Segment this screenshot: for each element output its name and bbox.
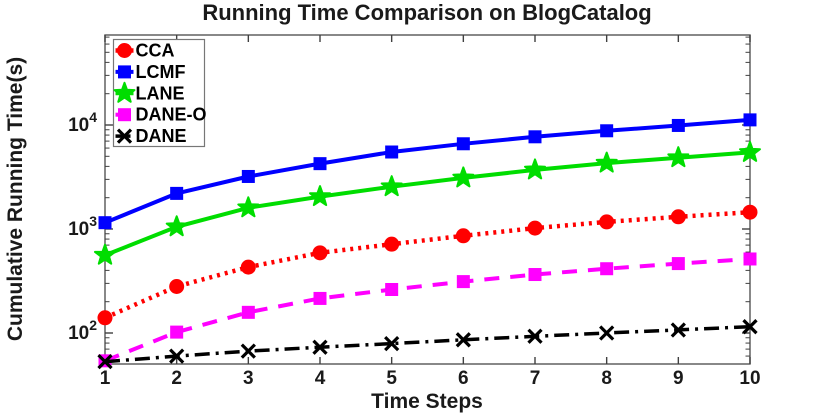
marker-dane [670,322,686,338]
y-tick-label: 104 [68,109,97,136]
series-cca [97,204,758,326]
legend-marker-dane [116,128,133,144]
legend-marker-dane-o [118,108,131,122]
y-tick-label: 103 [68,213,97,240]
marker-dane-o [313,291,327,305]
legend-entry-lane: LANE [113,81,185,103]
marker-lcmf [170,186,184,200]
marker-lcmf [241,169,255,183]
marker-dane [742,319,758,335]
marker-cca [599,214,615,230]
x-axis-label: Time Steps [371,390,483,413]
x-tick-label: 8 [601,368,612,389]
series-line-dane [104,324,751,364]
marker-dane [384,336,400,352]
marker-cca [240,259,256,275]
series-line-lane [104,150,751,258]
marker-lane [380,175,403,197]
marker-lane [524,158,546,180]
marker-lcmf [98,216,112,230]
x-tick-label: 1 [100,368,111,389]
marker-dane [455,332,471,348]
marker-lane [309,185,331,207]
x-tick-label: 9 [673,368,684,389]
marker-lane [595,151,618,173]
marker-dane [240,343,256,359]
marker-lcmf [528,130,542,144]
plot-area [104,34,751,365]
marker-lcmf [671,118,685,132]
marker-cca [169,278,185,294]
marker-dane-o [456,275,470,289]
marker-lcmf [600,124,614,138]
series-line-dane-o [104,257,751,363]
legend-marker-lane [113,81,136,103]
marker-dane-o [170,325,184,339]
series-dane [97,319,758,370]
marker-dane-o [385,282,399,296]
marker-dane [312,339,328,355]
x-tick-label: 5 [386,368,397,389]
legend-label-dane-o: DANE-O [136,105,207,125]
marker-dane-o [671,257,685,271]
marker-lane [452,166,475,188]
marker-dane-o [528,268,542,282]
marker-dane [599,325,615,341]
legend-marker-lcmf [118,65,131,79]
marker-cca [742,204,758,220]
x-tick-label: 10 [739,368,760,389]
marker-dane [527,328,543,344]
marker-lcmf [743,113,757,127]
marker-dane [169,348,185,364]
marker-cca [97,310,113,326]
x-tick-label: 6 [458,368,469,389]
marker-dane [97,354,113,370]
legend-label-lane: LANE [136,83,185,103]
series-line-lcmf [104,117,751,225]
marker-lcmf [456,137,470,151]
marker-cca [455,228,471,244]
marker-dane-o [743,252,757,266]
marker-lcmf [313,157,327,171]
legend-label-dane: DANE [136,126,187,146]
marker-dane-o [600,262,614,276]
legend-entry-dane: DANE [115,126,187,146]
marker-lane [739,140,761,162]
legend-entry-dane-o: DANE-O [115,105,207,125]
marker-lane [667,146,690,168]
legend-label-cca: CCA [136,41,175,61]
x-tick-label: 3 [243,368,254,389]
marker-cca [384,236,400,252]
legend-marker-cca [117,43,132,58]
chart-title: Running Time Comparison on BlogCatalog [202,0,651,25]
marker-cca [312,245,328,261]
legend-label-lcmf: LCMF [136,62,186,82]
legend-entry-lcmf: LCMF [115,62,186,82]
x-tick-label: 4 [315,368,326,389]
x-tick-label: 2 [171,368,182,389]
y-axis-label: Cumulative Running Time(s) [4,57,27,341]
series-lcmf [98,113,757,230]
y-tick-label: 102 [68,317,97,344]
marker-lane [237,196,260,218]
data-series [94,113,761,370]
x-tick-label: 7 [530,368,541,389]
legend-entry-cca: CCA [115,41,175,61]
marker-dane-o [241,305,255,319]
marker-lane [94,243,116,265]
marker-cca [670,209,686,225]
marker-cca [527,220,543,236]
marker-lane [165,215,188,237]
marker-lcmf [385,145,399,159]
series-lane [94,140,761,265]
